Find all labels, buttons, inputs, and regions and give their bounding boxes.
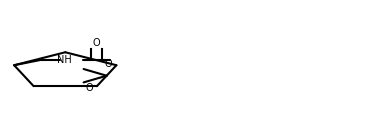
Text: O: O [85, 83, 93, 93]
Text: NH: NH [57, 55, 71, 65]
Text: O: O [93, 38, 101, 49]
Text: O: O [105, 59, 113, 69]
